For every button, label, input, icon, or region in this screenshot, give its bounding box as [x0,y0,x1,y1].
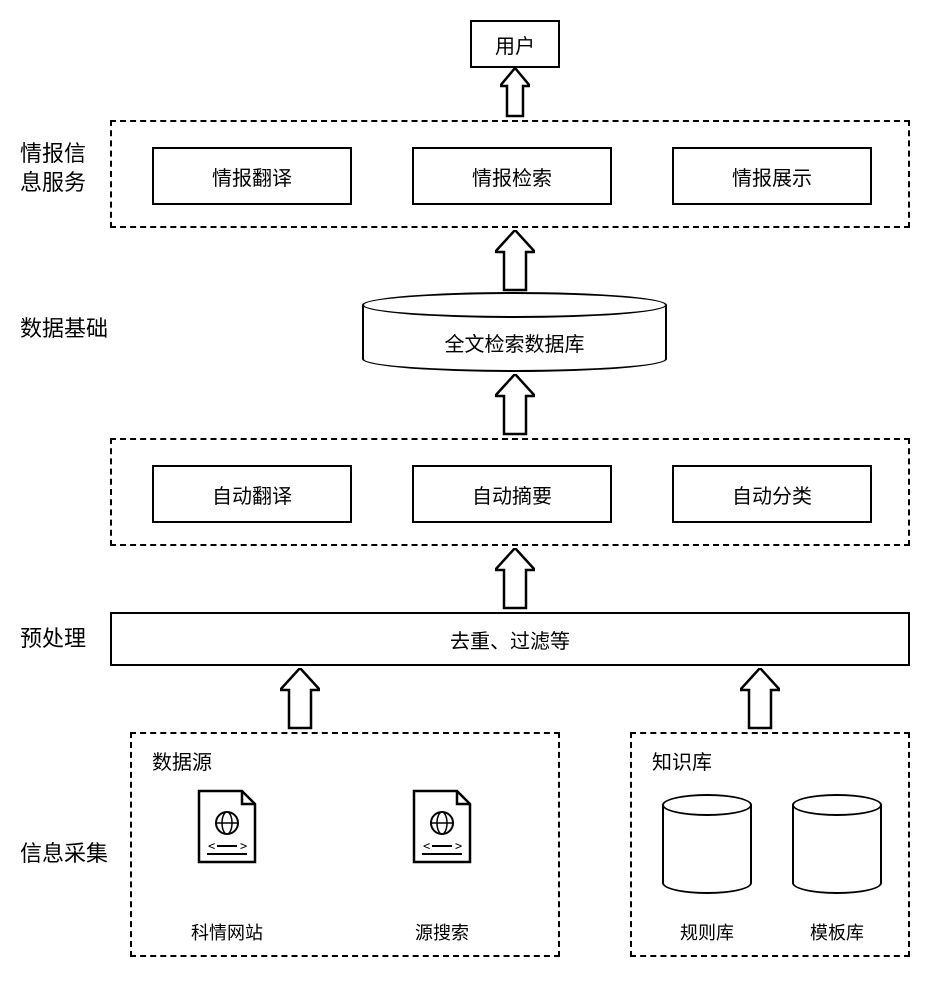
rule-db-cylinder [662,794,752,894]
service-item-translate-label: 情报翻译 [212,162,292,191]
service-item-display-label: 情报展示 [732,162,812,191]
preprocess-label: 去重、过滤等 [450,625,570,654]
rule-db-label: 规则库 [657,919,757,945]
service-item-retrieve-label: 情报检索 [472,162,552,191]
database-cylinder: 全文检索数据库 [362,292,667,372]
arrow-knowledge-to-preprocess [740,668,780,730]
preprocess-node: 去重、过滤等 [110,612,910,666]
database-label: 全文检索数据库 [362,328,667,357]
template-db-label: 模板库 [787,919,887,945]
template-db-cylinder [792,794,882,894]
arrow-auto-to-db [495,374,535,436]
user-node: 用户 [470,20,560,68]
auto-item-classify-label: 自动分类 [732,480,812,509]
svg-text:<: < [423,839,430,853]
layer-label-service: 情报信 息服务 [20,140,90,197]
service-item-retrieve: 情报检索 [412,147,612,205]
auto-item-classify: 自动分类 [672,465,872,523]
svg-text:>: > [455,839,462,853]
knowledge-title: 知识库 [652,746,712,775]
auto-item-translate-label: 自动翻译 [212,480,292,509]
arrow-service-to-user [500,68,530,118]
layer-label-database: 数据基础 [20,315,108,344]
layer-label-collection: 信息采集 [20,840,108,869]
doc-label-sci-site: 科情网站 [177,919,277,945]
arrow-preprocess-to-auto [495,548,535,610]
arrow-db-to-service [495,230,535,292]
auto-item-summary: 自动摘要 [412,465,612,523]
doc-label-source-search: 源搜索 [392,919,492,945]
auto-container: 自动翻译 自动摘要 自动分类 [110,438,910,546]
service-item-translate: 情报翻译 [152,147,352,205]
datasource-container: 数据源 < > 科情网站 < [130,732,560,957]
service-item-display: 情报展示 [672,147,872,205]
svg-text:<: < [208,839,215,853]
datasource-title: 数据源 [152,746,212,775]
svg-text:>: > [240,839,247,853]
user-label: 用户 [495,30,535,59]
service-container: 情报翻译 情报检索 情报展示 [110,120,910,228]
layer-label-service-line2: 息服务 [20,170,86,195]
arrow-datasource-to-preprocess [280,668,320,730]
layer-label-preprocess: 预处理 [20,625,86,654]
auto-item-summary-label: 自动摘要 [472,480,552,509]
doc-icon-sci-site: < > [197,789,257,869]
doc-icon-source-search: < > [412,789,472,869]
knowledge-container: 知识库 规则库 模板库 [630,732,910,957]
layer-label-service-line1: 情报信 [20,141,86,166]
auto-item-translate: 自动翻译 [152,465,352,523]
architecture-diagram: 用户 情报信 息服务 情报翻译 情报检索 情报展示 数据基础 [20,20,918,980]
